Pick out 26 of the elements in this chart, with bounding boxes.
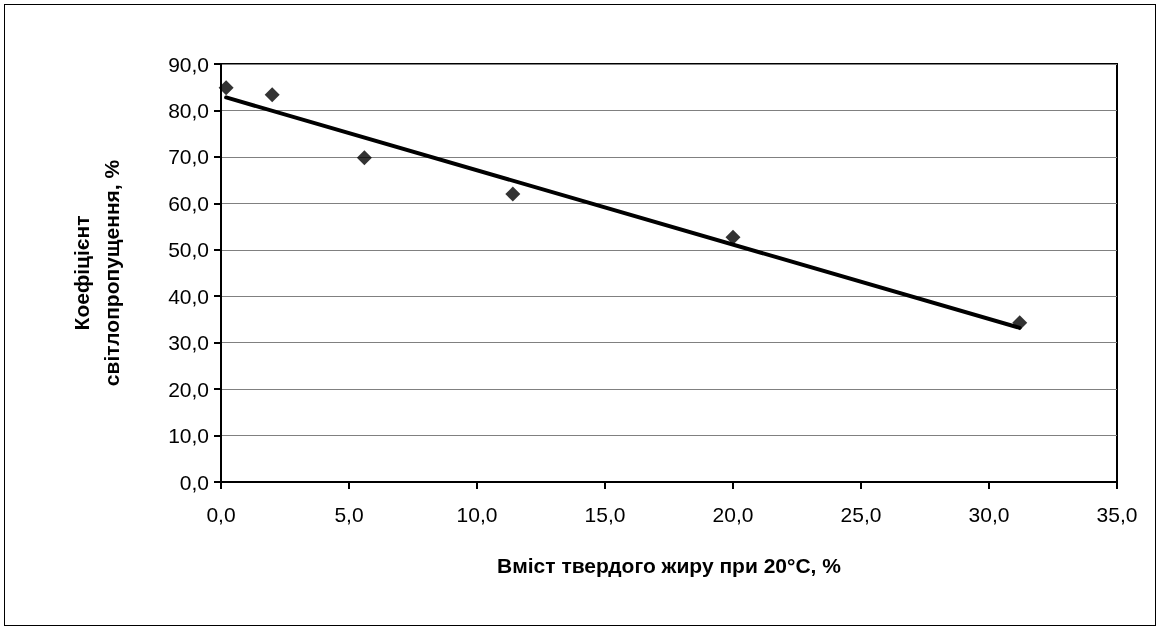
y-tick-label: 30,0	[168, 331, 209, 355]
x-tick-label: 25,0	[840, 503, 882, 526]
point	[505, 186, 521, 202]
point	[1012, 315, 1028, 331]
y-tick-label: 20,0	[168, 377, 209, 401]
y-axis-title: Коефіцієнт світлопропущення, %	[69, 159, 123, 387]
x-tick-label: 35,0	[1096, 503, 1138, 526]
y-tick-label: 90,0	[168, 52, 209, 76]
y-tick-label: 0,0	[179, 470, 209, 494]
y-tick-label: 80,0	[168, 98, 209, 122]
x-tick-label: 30,0	[968, 503, 1010, 526]
y-tick-label: 50,0	[168, 238, 209, 262]
x-tick-label: 0,0	[206, 503, 236, 526]
x-tick-label: 10,0	[456, 503, 498, 526]
x-tick-label: 5,0	[334, 503, 364, 526]
point	[218, 80, 234, 96]
y-tick-label: 40,0	[168, 284, 209, 308]
x-tick-label: 15,0	[584, 503, 626, 526]
point	[725, 229, 741, 245]
point	[356, 150, 372, 166]
y-tick-label: 70,0	[168, 145, 209, 169]
point	[264, 87, 280, 103]
y-tick-label: 60,0	[168, 191, 209, 215]
x-tick-label: 20,0	[712, 503, 754, 526]
y-tick-label: 10,0	[168, 424, 209, 448]
x-axis-title: Вміст твердого жиру при 20°С, %	[497, 554, 842, 577]
